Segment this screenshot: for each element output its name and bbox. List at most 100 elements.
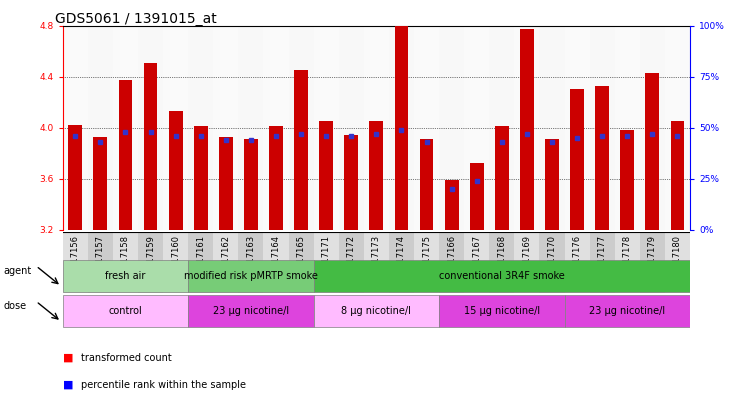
Bar xyxy=(539,26,565,230)
Bar xyxy=(163,232,188,293)
Bar xyxy=(339,26,364,230)
Bar xyxy=(640,26,665,230)
Bar xyxy=(495,127,508,230)
Text: GSM1217180: GSM1217180 xyxy=(673,235,682,291)
Bar xyxy=(188,296,314,327)
Text: GSM1217160: GSM1217160 xyxy=(171,235,180,291)
Text: GSM1217164: GSM1217164 xyxy=(272,235,280,291)
Bar xyxy=(63,232,88,293)
Bar xyxy=(646,73,659,230)
Text: GSM1217157: GSM1217157 xyxy=(96,235,105,291)
Bar xyxy=(289,232,314,293)
Bar xyxy=(545,139,559,230)
Bar xyxy=(320,121,333,230)
Bar xyxy=(389,26,414,230)
Bar xyxy=(640,232,665,293)
Bar xyxy=(213,26,238,230)
Text: percentile rank within the sample: percentile rank within the sample xyxy=(81,380,246,390)
Bar xyxy=(314,232,339,293)
Bar xyxy=(138,26,163,230)
Text: GSM1217177: GSM1217177 xyxy=(598,235,607,291)
Bar xyxy=(94,137,107,230)
Text: 23 μg nicotine/l: 23 μg nicotine/l xyxy=(213,307,289,316)
Bar xyxy=(169,111,182,230)
Bar xyxy=(144,62,157,230)
Bar xyxy=(539,232,565,293)
Text: fresh air: fresh air xyxy=(106,271,145,281)
Bar xyxy=(163,26,188,230)
Text: GSM1217163: GSM1217163 xyxy=(246,235,255,291)
Text: GSM1217159: GSM1217159 xyxy=(146,235,155,291)
Text: GSM1217172: GSM1217172 xyxy=(347,235,356,291)
Bar xyxy=(514,26,539,230)
Bar xyxy=(414,26,439,230)
Bar xyxy=(520,29,534,230)
Bar xyxy=(570,89,584,230)
Bar xyxy=(314,296,439,327)
Bar xyxy=(420,139,433,230)
Bar xyxy=(464,26,489,230)
Bar xyxy=(364,26,389,230)
Text: ■: ■ xyxy=(63,380,73,390)
Bar xyxy=(138,232,163,293)
Bar xyxy=(464,232,489,293)
Bar xyxy=(314,26,339,230)
Bar xyxy=(219,137,232,230)
Text: 15 μg nicotine/l: 15 μg nicotine/l xyxy=(463,307,540,316)
Bar xyxy=(615,232,640,293)
Text: GSM1217175: GSM1217175 xyxy=(422,235,431,291)
Bar xyxy=(119,81,132,230)
Bar xyxy=(665,232,690,293)
Text: agent: agent xyxy=(4,266,32,276)
Bar xyxy=(414,232,439,293)
Bar xyxy=(269,127,283,230)
Text: 23 μg nicotine/l: 23 μg nicotine/l xyxy=(589,307,666,316)
Text: ■: ■ xyxy=(63,353,73,363)
Bar xyxy=(489,26,514,230)
Text: GSM1217165: GSM1217165 xyxy=(297,235,306,291)
Bar xyxy=(615,26,640,230)
Bar xyxy=(314,260,690,292)
Bar xyxy=(470,163,483,230)
Bar xyxy=(590,26,615,230)
Text: GSM1217173: GSM1217173 xyxy=(372,235,381,291)
Bar xyxy=(514,232,539,293)
Bar xyxy=(364,232,389,293)
Bar xyxy=(565,26,590,230)
Bar xyxy=(188,260,314,292)
Text: GSM1217156: GSM1217156 xyxy=(71,235,80,291)
Bar xyxy=(289,26,314,230)
Bar xyxy=(345,135,358,230)
Bar xyxy=(188,26,213,230)
Text: GSM1217171: GSM1217171 xyxy=(322,235,331,291)
Bar xyxy=(389,232,414,293)
Bar xyxy=(439,296,565,327)
Text: GSM1217168: GSM1217168 xyxy=(497,235,506,291)
Text: conventional 3R4F smoke: conventional 3R4F smoke xyxy=(439,271,565,281)
Bar xyxy=(63,296,188,327)
Text: dose: dose xyxy=(4,301,27,311)
Bar xyxy=(370,121,383,230)
Text: GSM1217166: GSM1217166 xyxy=(447,235,456,291)
Bar xyxy=(263,232,289,293)
Bar xyxy=(244,139,258,230)
Bar xyxy=(238,232,263,293)
Text: GDS5061 / 1391015_at: GDS5061 / 1391015_at xyxy=(55,12,217,26)
Bar xyxy=(188,232,213,293)
Bar xyxy=(445,180,458,230)
Bar xyxy=(238,26,263,230)
Bar xyxy=(63,26,88,230)
Text: modified risk pMRTP smoke: modified risk pMRTP smoke xyxy=(184,271,318,281)
Bar xyxy=(69,125,82,230)
Bar xyxy=(596,86,609,230)
Text: GSM1217169: GSM1217169 xyxy=(523,235,531,291)
Bar xyxy=(88,26,113,230)
Bar xyxy=(671,121,684,230)
Text: GSM1217161: GSM1217161 xyxy=(196,235,205,291)
Text: control: control xyxy=(108,307,142,316)
Bar xyxy=(590,232,615,293)
Text: transformed count: transformed count xyxy=(81,353,172,363)
Bar xyxy=(339,232,364,293)
Text: GSM1217176: GSM1217176 xyxy=(573,235,582,291)
Bar xyxy=(194,127,207,230)
